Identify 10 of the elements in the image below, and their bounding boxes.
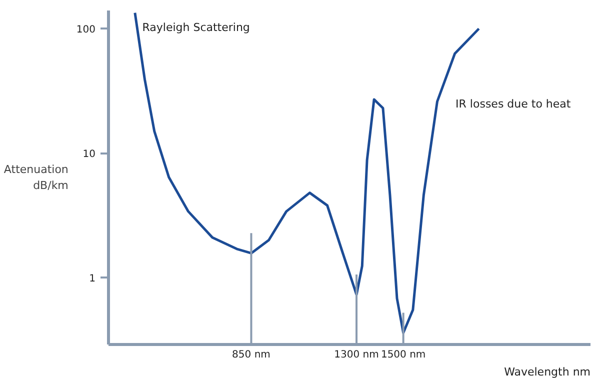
annotation: IR losses due to heat xyxy=(456,98,572,111)
x-axis-title: Wavelength nm xyxy=(504,366,590,378)
y-tick-label: 10 xyxy=(82,149,96,160)
x-tick-label: 1300 nm xyxy=(334,350,379,360)
x-tick-label: 1500 nm xyxy=(380,350,426,360)
x-tick-label: 850 nm xyxy=(232,350,270,360)
y-axis-title: Attenuation dB/km xyxy=(4,163,68,192)
y-tick-label: 1 xyxy=(89,274,96,285)
annotation: Rayleigh Scattering xyxy=(142,20,250,34)
y-tick-label: 100 xyxy=(76,24,96,36)
